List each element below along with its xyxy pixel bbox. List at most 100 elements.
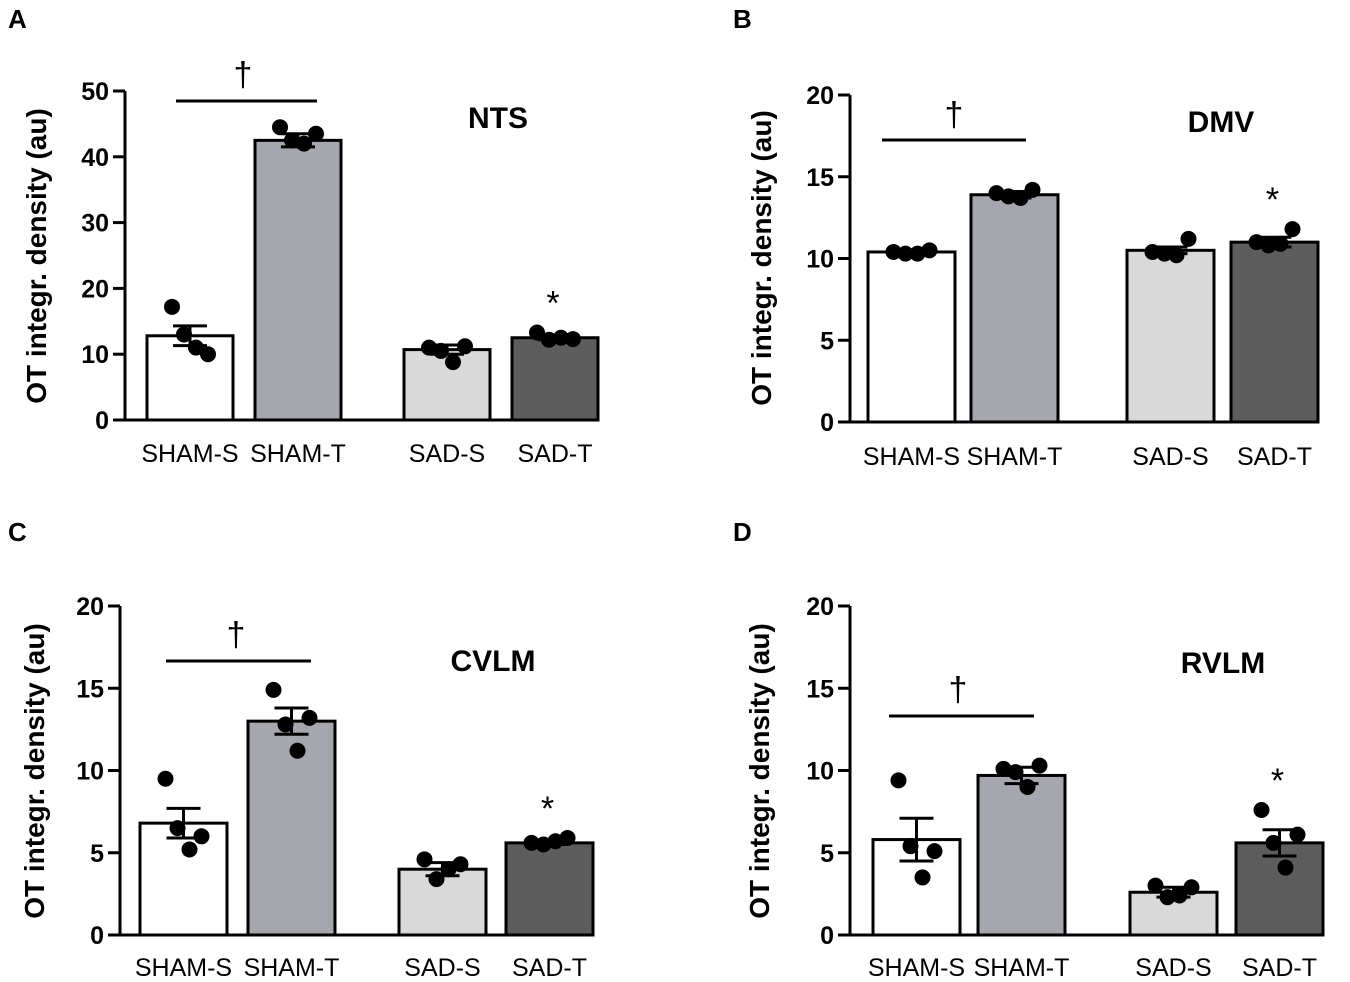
data-point xyxy=(1171,887,1188,904)
data-point xyxy=(1159,889,1176,906)
bar-sad-s xyxy=(1125,248,1216,424)
data-point xyxy=(428,871,445,888)
bar-sham-t xyxy=(246,719,337,937)
category-label: SHAM-S xyxy=(863,443,960,471)
data-point xyxy=(1272,235,1289,252)
y-tick-label: 0 xyxy=(820,922,834,950)
data-point xyxy=(995,760,1012,777)
bar-sham-t xyxy=(969,193,1060,424)
data-point xyxy=(421,339,437,356)
data-point xyxy=(272,119,288,136)
data-point xyxy=(914,869,931,886)
y-tick-label: 0 xyxy=(820,409,834,437)
data-point xyxy=(529,324,545,341)
bar-sad-t xyxy=(510,336,600,422)
data-point xyxy=(265,681,282,698)
data-point xyxy=(547,833,564,850)
chart-panel-c: C OT integr. density (au) 0 5 10 15 20 SHAM-S SH… xyxy=(8,517,595,982)
category-label: SAD-S xyxy=(404,954,480,982)
data-point xyxy=(885,243,902,260)
data-point xyxy=(1289,826,1306,843)
y-tick-label: 50 xyxy=(81,78,109,106)
data-point xyxy=(902,838,919,855)
dagger-mark: † xyxy=(234,56,253,94)
data-point xyxy=(1260,237,1277,254)
data-point xyxy=(897,245,914,262)
data-point xyxy=(445,354,461,371)
data-point xyxy=(301,709,318,726)
data-point xyxy=(277,716,294,733)
y-tick-label: 15 xyxy=(806,675,834,703)
data-point xyxy=(1147,877,1164,894)
bar-sham-s xyxy=(138,821,229,937)
y-tick-label: 10 xyxy=(76,758,104,786)
data-point xyxy=(416,851,433,868)
y-tick-label: 5 xyxy=(90,840,104,868)
data-point xyxy=(1144,243,1161,260)
category-label: SHAM-T xyxy=(967,443,1063,471)
panel-letter: D xyxy=(733,517,752,547)
data-point xyxy=(181,841,198,858)
dagger-mark: † xyxy=(945,96,964,134)
data-point xyxy=(433,342,449,359)
data-point xyxy=(553,329,569,346)
y-tick-label: 30 xyxy=(81,210,109,238)
star-mark: * xyxy=(546,284,559,322)
chart-panel-a: A OT integr. density (au) 0 10 20 30 40 50 SHAM-… xyxy=(8,4,600,468)
dagger-mark: † xyxy=(227,616,246,654)
data-point xyxy=(988,185,1005,202)
bar-sham-s xyxy=(866,250,957,424)
y-tick-label: 15 xyxy=(76,675,104,703)
data-point xyxy=(284,132,300,149)
category-label: SAD-T xyxy=(1242,954,1317,982)
y-tick-label: 15 xyxy=(806,164,834,192)
category-label: SAD-T xyxy=(512,954,587,982)
chart-panel-b: B OT integr. density (au) 0 5 10 15 20 SHAM-S SH… xyxy=(733,4,1320,471)
y-axis-label: OT integr. density (au) xyxy=(744,623,775,919)
data-point xyxy=(1168,247,1185,264)
data-point xyxy=(541,331,557,348)
data-point xyxy=(1248,234,1265,251)
data-point xyxy=(188,339,204,356)
data-point xyxy=(1156,245,1173,262)
y-tick-label: 20 xyxy=(806,593,834,621)
y-tick-label: 10 xyxy=(81,341,109,369)
data-point xyxy=(1024,181,1041,198)
data-point xyxy=(921,242,938,259)
data-point xyxy=(452,856,469,873)
category-label: SAD-T xyxy=(1237,443,1312,471)
data-point xyxy=(289,742,306,759)
region-title: RVLM xyxy=(1181,647,1265,680)
data-point xyxy=(1277,859,1294,876)
y-tick-label: 5 xyxy=(820,327,834,355)
y-tick-label: 40 xyxy=(81,144,109,172)
data-point xyxy=(1265,834,1282,851)
panel-letter: B xyxy=(733,4,752,34)
y-tick-label: 10 xyxy=(806,246,834,274)
data-point xyxy=(308,125,324,142)
data-point xyxy=(1007,764,1024,781)
data-point xyxy=(565,331,581,348)
y-tick-label: 20 xyxy=(76,593,104,621)
chart-panel-d: D OT integr. density (au) 0 5 10 15 20 SHAM-S SH… xyxy=(733,517,1325,982)
data-point xyxy=(523,834,540,851)
category-label: SHAM-S xyxy=(868,954,965,982)
data-point xyxy=(1284,221,1301,238)
y-tick-label: 10 xyxy=(806,758,834,786)
data-point xyxy=(926,843,943,860)
bar-sad-t xyxy=(504,841,595,937)
category-label: SAD-S xyxy=(1132,443,1208,471)
star-mark: * xyxy=(1266,181,1279,219)
category-label: SAD-S xyxy=(1135,954,1211,982)
data-point xyxy=(457,338,473,355)
data-point xyxy=(193,828,210,845)
category-label: SHAM-S xyxy=(135,954,232,982)
region-title: CVLM xyxy=(451,645,536,678)
category-label: SHAM-T xyxy=(250,440,346,468)
data-point xyxy=(1000,188,1017,205)
star-mark: * xyxy=(1271,762,1284,800)
data-point xyxy=(1180,230,1197,247)
data-point xyxy=(890,772,907,789)
region-title: DMV xyxy=(1188,106,1255,139)
